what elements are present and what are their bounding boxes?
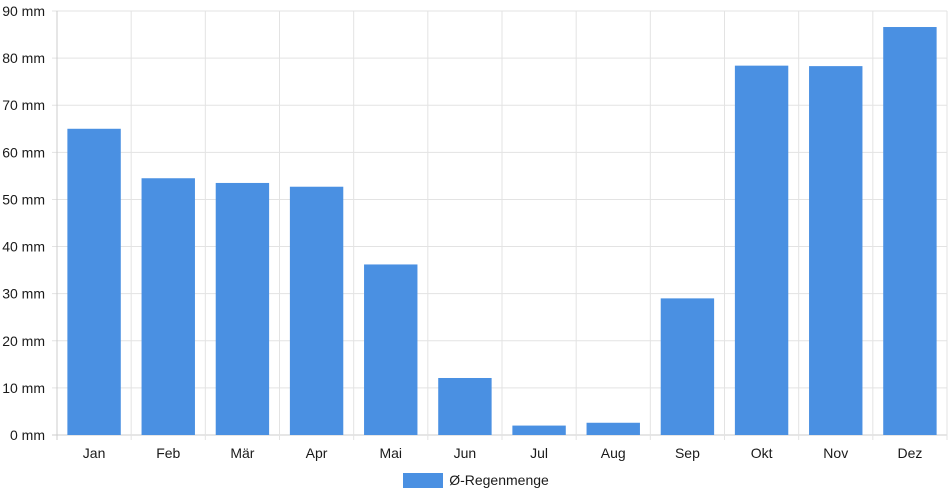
y-tick-label: 0 mm: [10, 427, 45, 443]
x-tick-label: Feb: [156, 445, 180, 461]
x-tick-label: Dez: [897, 445, 922, 461]
bar-nov: [809, 66, 863, 436]
y-tick-label: 40 mm: [2, 239, 45, 255]
x-tick-label: Nov: [823, 445, 848, 461]
bar-mär: [215, 182, 270, 435]
bar-feb: [141, 178, 195, 435]
x-tick-label: Mär: [230, 445, 254, 461]
bar-mai: [364, 264, 418, 435]
y-tick-label: 60 mm: [2, 144, 45, 160]
x-tick-label: Okt: [751, 445, 773, 461]
legend[interactable]: Ø-Regenmenge: [0, 472, 952, 488]
y-tick-label: 50 mm: [2, 191, 45, 207]
x-tick-label: Aug: [601, 445, 626, 461]
y-tick-label: 70 mm: [2, 97, 45, 113]
bar-jun: [438, 377, 492, 435]
bar-aug: [586, 422, 640, 435]
x-tick-label: Jul: [530, 445, 548, 461]
y-tick-label: 10 mm: [2, 380, 45, 396]
x-axis: Jan Feb Mär Apr Mai Jun Jul Aug Sep Okt Nov Dez: [83, 445, 923, 461]
bar-chart-svg: 0 mm 10 mm 20 mm 30 mm 40 mm 50 mm 60 mm 70 mm 8…: [2, 3, 948, 461]
x-tick-label: Apr: [306, 445, 328, 461]
y-tick-label: 30 mm: [2, 286, 45, 302]
bar-layer: [67, 27, 937, 436]
y-tick-label: 80 mm: [2, 50, 45, 66]
y-axis: 0 mm 10 mm 20 mm 30 mm 40 mm 50 mm 60 mm 70 mm 8…: [2, 3, 45, 443]
legend-swatch: [403, 472, 444, 488]
y-tick-label: 20 mm: [2, 333, 45, 349]
bar-jan: [67, 128, 121, 435]
x-tick-label: Mai: [379, 445, 402, 461]
bar-sep: [660, 298, 715, 435]
x-tick-label: Jan: [83, 445, 106, 461]
bar-apr: [289, 186, 344, 435]
x-tick-label: Jun: [454, 445, 477, 461]
legend-label: Ø-Regenmenge: [449, 472, 549, 488]
bar-dez: [883, 27, 937, 435]
bar-okt: [734, 65, 789, 435]
grid-layer: [52, 10, 948, 440]
y-tick-label: 90 mm: [2, 3, 45, 19]
x-tick-label: Sep: [675, 445, 700, 461]
bar-jul: [512, 425, 566, 435]
